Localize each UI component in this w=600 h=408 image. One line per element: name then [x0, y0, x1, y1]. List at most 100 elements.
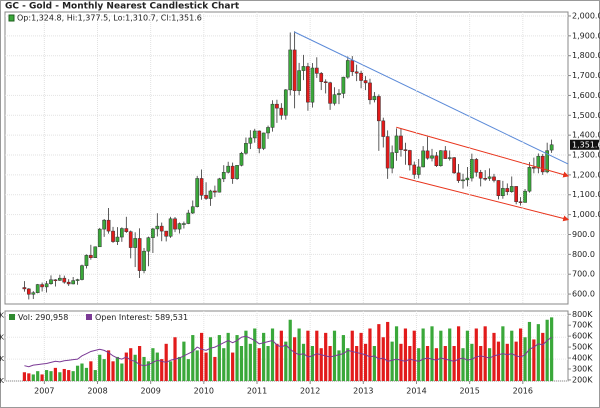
- candle-body: [310, 67, 315, 103]
- candle-body: [84, 255, 89, 266]
- volume-bar: [306, 330, 310, 381]
- volume-bar: [98, 354, 102, 381]
- volume-bar: [518, 328, 523, 381]
- volume-bar: [319, 348, 323, 381]
- candle-body: [523, 190, 527, 203]
- candle-body: [434, 155, 439, 166]
- price-pane: [4, 11, 569, 305]
- candle-body: [478, 172, 483, 179]
- volume-bar: [492, 332, 496, 381]
- candle-body: [177, 223, 182, 230]
- volume-bar: [496, 341, 501, 381]
- candle-body: [137, 238, 142, 271]
- volume-bar: [239, 346, 244, 381]
- candle-body: [306, 66, 310, 103]
- volume-bar: [479, 346, 483, 381]
- last-price-label: 1,351.6: [572, 140, 600, 149]
- candle-body: [292, 49, 297, 91]
- volume-bar: [93, 370, 97, 381]
- candle-body: [89, 255, 93, 258]
- volume-bar: [372, 346, 376, 381]
- volume-bar: [421, 328, 425, 381]
- volume-bar: [417, 348, 421, 381]
- volume-bar: [71, 371, 75, 381]
- volume-bar: [62, 368, 66, 381]
- volume-bar: [133, 354, 137, 381]
- volume-bar: [355, 346, 359, 381]
- y-tick-label: 1,400.0: [572, 131, 600, 140]
- candle-body: [111, 230, 115, 242]
- volume-bar: [213, 356, 217, 381]
- legend-text: Vol: 290,958: [18, 313, 68, 322]
- candle-body: [354, 71, 359, 74]
- chart-title: GC - Gold - Monthly Nearest Candlestick …: [5, 2, 240, 12]
- candle-body: [425, 150, 430, 159]
- candle-body: [399, 135, 403, 150]
- candle-body: [115, 236, 120, 242]
- volume-bar: [275, 343, 279, 381]
- volume-bar: [328, 346, 332, 381]
- candle-body: [288, 49, 293, 91]
- volume-bar: [412, 330, 416, 381]
- legend-text: Op:1,324.8, Hi:1,377.5, Lo:1,310.7, Cl:1…: [17, 14, 202, 23]
- volume-bar: [541, 332, 545, 381]
- volume-bar: [439, 330, 443, 381]
- volume-bar: [204, 352, 208, 381]
- volume-bar: [403, 328, 408, 381]
- volume-bar: [536, 324, 540, 381]
- volume-bar: [461, 348, 465, 381]
- volume-bar: [222, 348, 226, 381]
- candle-body: [62, 277, 67, 283]
- y-tick-label: 1,700.0: [572, 71, 600, 80]
- x-tick-label: 2015: [459, 387, 479, 396]
- volume-bar: [324, 332, 328, 381]
- volume-bar: [288, 319, 292, 381]
- y-tick-label: 800.0: [572, 250, 595, 259]
- candle-body: [394, 135, 399, 153]
- y2-tick-label: 800K: [572, 310, 593, 319]
- candle-body: [244, 143, 248, 154]
- candle-body: [527, 167, 532, 192]
- volume-bar: [120, 363, 124, 381]
- volume-bar: [270, 328, 275, 381]
- candle-body: [518, 201, 523, 203]
- y-tick-label: 1,800.0: [572, 51, 600, 60]
- candle-body: [403, 149, 408, 151]
- x-tick-label: 2010: [194, 387, 214, 396]
- volume-bar: [381, 337, 385, 381]
- y-tick-label: 100K: [0, 355, 4, 363]
- candle-body: [106, 219, 111, 232]
- volume-bar: [545, 319, 549, 381]
- x-tick-label: 2014: [406, 387, 426, 396]
- volume-bar: [408, 346, 412, 381]
- volume-bar: [465, 330, 470, 381]
- volume-bar: [505, 343, 509, 381]
- volume-bar: [399, 343, 403, 381]
- y-tick-label: 1,300.0: [572, 151, 600, 160]
- volume-bar: [58, 372, 62, 381]
- volume-bar: [532, 339, 536, 381]
- volume-bar: [487, 348, 492, 381]
- volume-bar: [350, 330, 354, 381]
- candle-body: [545, 150, 550, 173]
- candle-body: [376, 96, 381, 122]
- candle-body: [416, 166, 421, 175]
- volume-bar: [368, 328, 372, 381]
- volume-bar: [226, 332, 230, 381]
- candle-body: [199, 178, 204, 196]
- candle-body: [208, 190, 213, 199]
- volume-bar: [341, 335, 345, 381]
- y2-tick-label: 200K: [572, 375, 593, 384]
- candle-body: [151, 228, 155, 238]
- candle-body: [66, 281, 71, 285]
- volume-bar: [151, 348, 155, 381]
- volume-bar: [470, 343, 474, 381]
- candle-body: [328, 82, 332, 104]
- candle-body: [146, 237, 151, 252]
- candle-body: [332, 94, 337, 104]
- volume-bar: [443, 346, 447, 381]
- volume-bar: [231, 352, 235, 381]
- candle-body: [350, 60, 355, 73]
- volume-bar: [257, 348, 261, 381]
- y-tick-label: 1,200.0: [572, 170, 600, 179]
